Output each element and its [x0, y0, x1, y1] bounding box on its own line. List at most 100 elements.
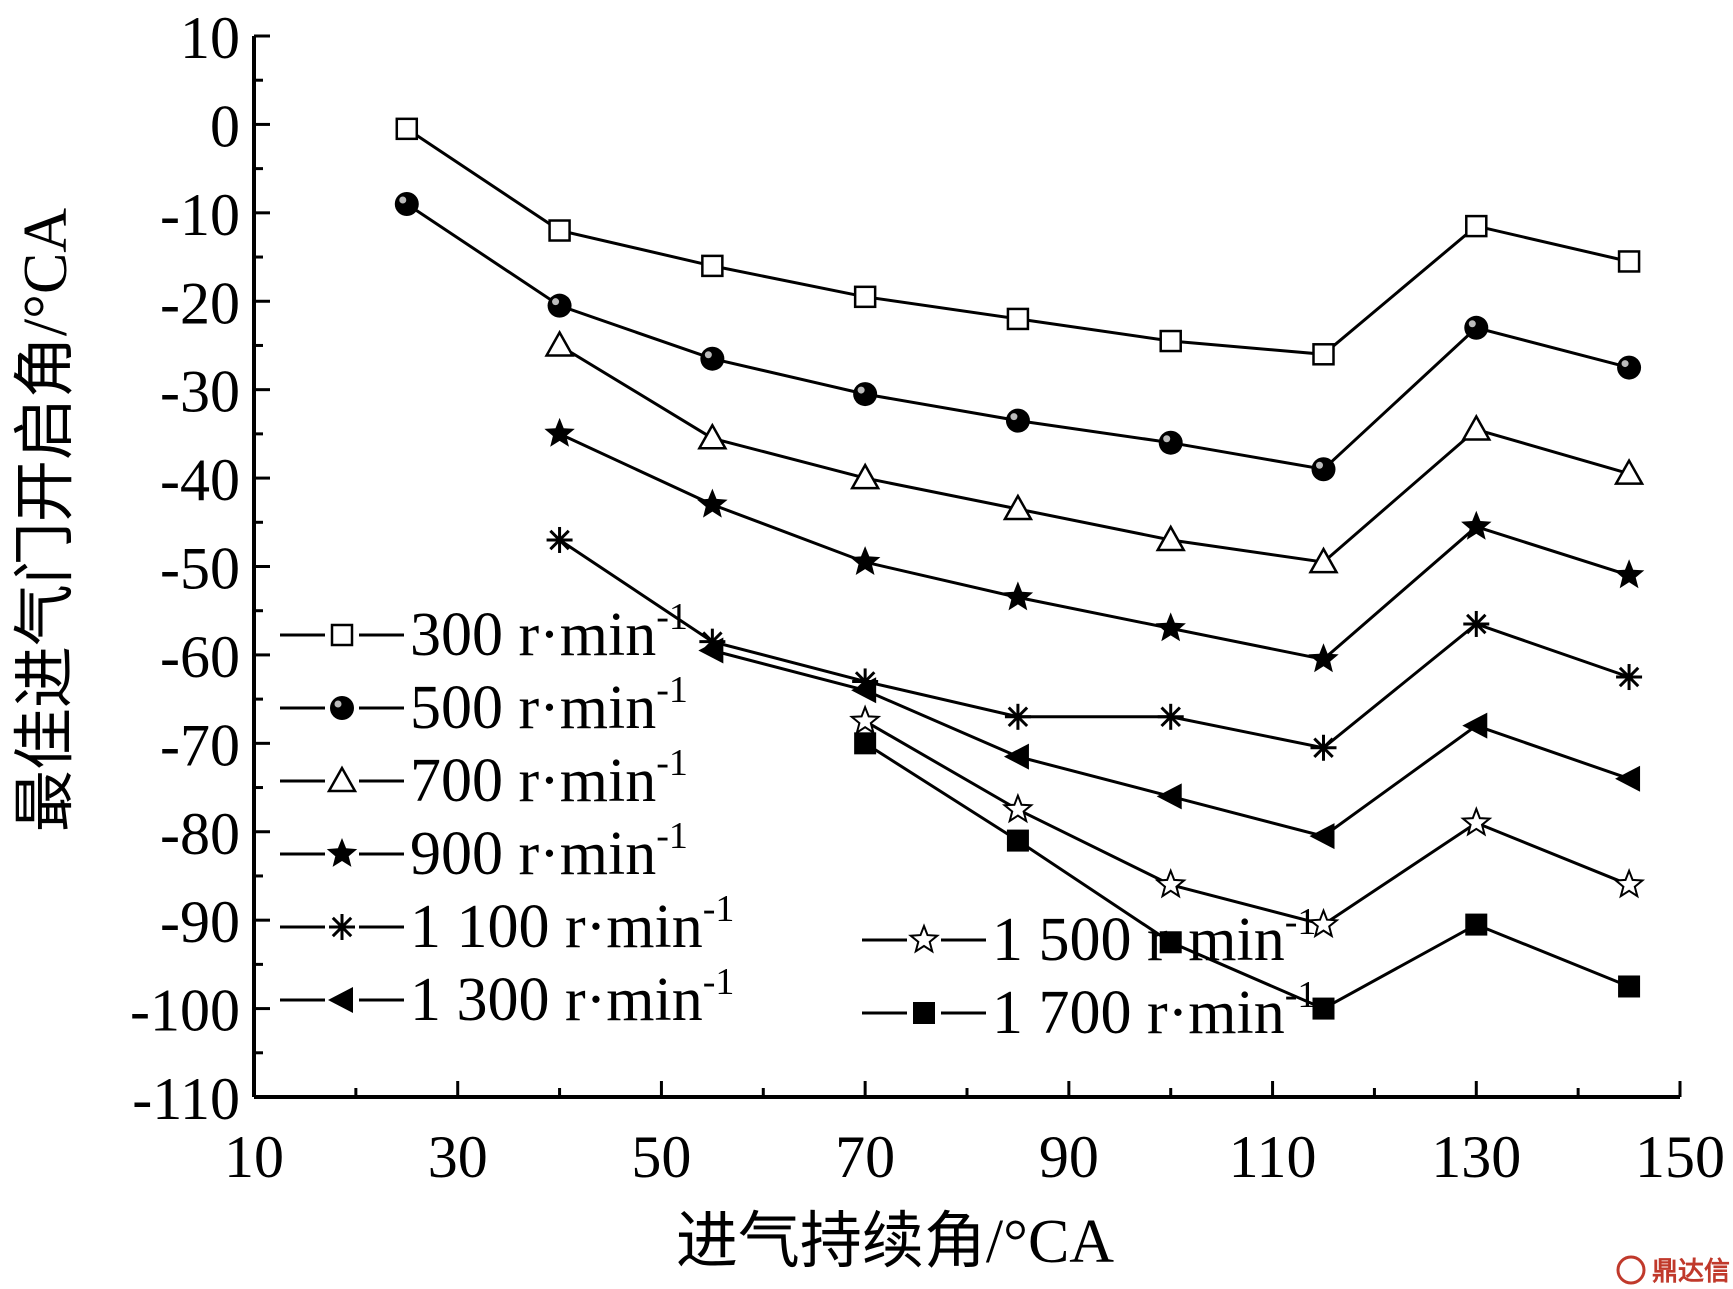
- series-line-6: [864, 719, 1630, 927]
- y-tick-label: -70: [160, 712, 240, 778]
- circle-filled-marker: [547, 293, 572, 318]
- legend-item-5: 1 300 r·min-1: [280, 961, 734, 1034]
- y-tick-label: 10: [180, 5, 240, 71]
- circle-filled-marker: [330, 696, 354, 720]
- y-tick-label: -60: [160, 624, 240, 690]
- star-filled-marker: [1155, 612, 1186, 642]
- star-filled-marker: [1613, 559, 1645, 589]
- watermark-logo-icon: [1616, 1255, 1646, 1285]
- watermark-text: 鼎达信: [1652, 1257, 1730, 1287]
- square-open-marker: [701, 254, 724, 278]
- legend-unit-superscript: -1: [703, 888, 735, 930]
- asterisk-marker-stroke: [1160, 706, 1181, 728]
- y-tick-label: -100: [130, 978, 240, 1044]
- square-filled-marker: [854, 732, 877, 755]
- legend-unit-superscript: -1: [1285, 974, 1317, 1016]
- legend-item-3: 900 r·min-1: [280, 815, 688, 888]
- square-open-marker: [1006, 307, 1030, 331]
- circle-filled-marker-highlight: [704, 351, 712, 359]
- asterisk-marker-stroke: [1618, 666, 1640, 688]
- circle-filled-marker-highlight: [857, 386, 865, 394]
- series-line-4: [558, 538, 1630, 750]
- watermark: 鼎达信: [1616, 1255, 1730, 1287]
- legend-label: 700 r·min-1: [410, 742, 688, 815]
- circle-filled-marker-highlight: [1621, 360, 1629, 368]
- legend-label: 500 r·min-1: [410, 669, 688, 742]
- star-filled-marker: [849, 546, 881, 575]
- star-open-marker: [1613, 868, 1646, 899]
- square-open-marker: [1465, 214, 1488, 238]
- star-open-marker: [1154, 868, 1187, 899]
- triangle-open-marker: [697, 422, 728, 450]
- star-filled-marker: [326, 838, 358, 867]
- series-line-3: [558, 432, 1630, 661]
- triangle-open-marker: [850, 462, 881, 490]
- circle-filled-marker: [700, 346, 725, 371]
- star-open-marker: [1001, 792, 1034, 824]
- circle-filled-marker-highlight: [334, 700, 342, 708]
- star-open-marker: [1307, 907, 1340, 939]
- square-filled-marker: [913, 1002, 935, 1024]
- y-tick-label: -30: [160, 359, 240, 425]
- triangle-open-marker: [1613, 458, 1645, 485]
- circle-filled-marker: [1311, 457, 1336, 482]
- y-tick-label: -90: [160, 889, 240, 955]
- triangle-left-filled-marker: [1615, 765, 1641, 792]
- legend-label: 1 500 r·min-1: [992, 901, 1316, 974]
- star-filled-marker: [544, 417, 575, 447]
- legend-unit-superscript: -1: [703, 961, 735, 1003]
- triangle-open-marker: [544, 329, 575, 357]
- x-tick-label: 150: [1635, 1124, 1725, 1190]
- x-tick-label: 10: [224, 1124, 284, 1190]
- circle-filled-marker-highlight: [399, 196, 407, 204]
- triangle-open-marker: [326, 765, 358, 793]
- circle-filled-marker-highlight: [552, 298, 560, 306]
- series-markers: [394, 117, 1646, 1020]
- star-open-marker: [908, 923, 940, 954]
- series-line-7: [864, 742, 1630, 1011]
- square-open-marker: [1159, 329, 1182, 353]
- legend-label: 1 100 r·min-1: [410, 888, 734, 961]
- legend-unit-superscript: -1: [656, 596, 688, 638]
- y-tick-label: -80: [160, 801, 240, 867]
- triangle-open-marker: [1002, 493, 1034, 521]
- circle-filled-marker-highlight: [1163, 435, 1171, 443]
- asterisk-marker-stroke: [1007, 706, 1029, 728]
- triangle-left-filled-marker: [1462, 712, 1488, 739]
- x-tick-label: 70: [835, 1124, 895, 1190]
- triangle-left-filled-marker: [698, 637, 724, 664]
- star-filled-marker: [1002, 581, 1034, 611]
- triangle-open-marker: [1155, 524, 1186, 552]
- square-filled-marker: [1006, 829, 1029, 852]
- circle-filled-marker-highlight: [1010, 413, 1018, 421]
- star-open-marker: [1460, 806, 1493, 837]
- square-open-marker: [330, 623, 354, 647]
- x-tick-label: 30: [428, 1124, 488, 1190]
- y-tick-label: -40: [160, 447, 240, 513]
- x-tick-label: 130: [1431, 1124, 1521, 1190]
- star-filled-marker: [1308, 643, 1339, 673]
- circle-filled-marker-highlight: [1468, 320, 1476, 328]
- legend-item-7: 1 700 r·min-1: [862, 974, 1316, 1047]
- circle-filled-marker: [1617, 355, 1642, 380]
- circle-filled-marker: [1158, 430, 1183, 455]
- triangle-left-filled-marker: [1156, 783, 1182, 810]
- square-open-marker: [853, 285, 877, 309]
- square-open-marker: [1617, 250, 1641, 273]
- legend-label: 1 700 r·min-1: [992, 974, 1316, 1047]
- x-tick-label: 90: [1039, 1124, 1099, 1190]
- legend-unit-superscript: -1: [1285, 901, 1317, 943]
- triangle-open-marker: [1461, 413, 1492, 441]
- asterisk-marker-stroke: [331, 916, 353, 938]
- y-tick-label: -20: [160, 270, 240, 336]
- legend-label: 900 r·min-1: [410, 815, 688, 888]
- legend-unit-superscript: -1: [656, 742, 688, 784]
- star-filled-marker: [697, 488, 728, 518]
- star-open-marker: [849, 704, 882, 735]
- square-open-marker: [548, 219, 571, 242]
- square-filled-marker: [1618, 975, 1641, 998]
- asterisk-marker-stroke: [549, 529, 570, 551]
- square-filled-marker: [1159, 931, 1182, 954]
- triangle-left-filled-marker: [328, 987, 353, 1013]
